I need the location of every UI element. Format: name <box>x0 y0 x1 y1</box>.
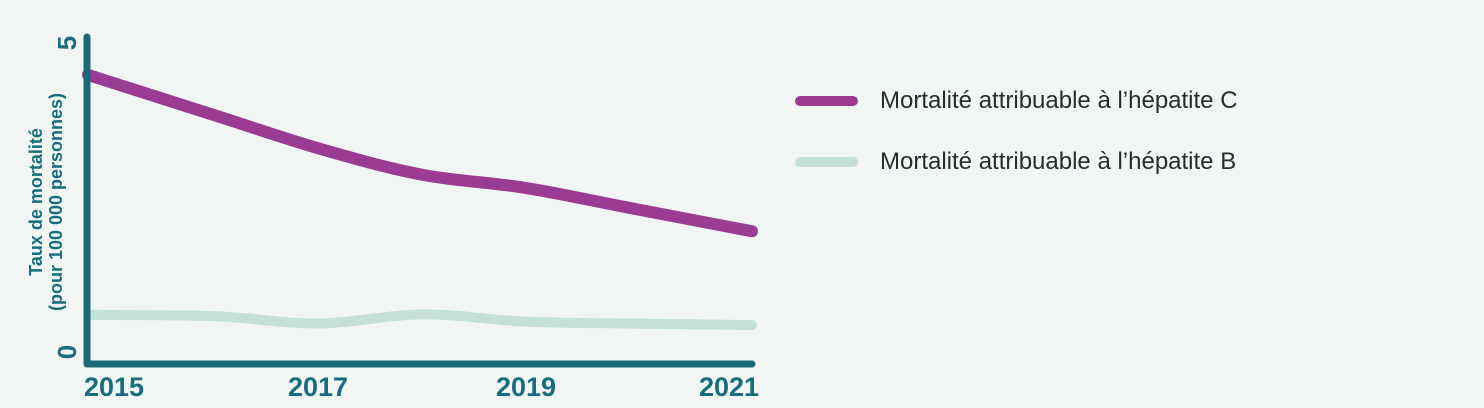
legend-label-hepatitis-b: Mortalité attribuable à l’hépatite B <box>880 148 1237 175</box>
data-lines <box>82 68 758 331</box>
y-axis-label-line1: Taux de mortalité <box>26 128 46 276</box>
hepatitis-b-line-swatch <box>795 157 858 167</box>
hepatitis-b-line <box>83 309 757 331</box>
axis-lines <box>83 33 756 368</box>
x-tick-2017: 2017 <box>288 372 348 402</box>
hepatitis-c-line <box>82 68 758 238</box>
x-tick-2021: 2021 <box>699 372 759 402</box>
legend: Mortalité attribuable à l’hépatite C Mor… <box>795 87 1238 209</box>
legend-item-hepatitis-b: Mortalité attribuable à l’hépatite B <box>795 148 1238 176</box>
x-tick-2019: 2019 <box>496 372 556 402</box>
legend-item-hepatitis-c: Mortalité attribuable à l’hépatite C <box>795 87 1238 115</box>
x-tick-2015: 2015 <box>84 372 144 402</box>
legend-label-hepatitis-c: Mortalité attribuable à l’hépatite C <box>880 87 1238 114</box>
hepatitis-c-line-swatch <box>795 96 858 106</box>
y-axis-label-line2: (pour 100 000 personnes) <box>46 93 66 311</box>
y-tick-5: 5 <box>52 36 82 50</box>
y-tick-0: 0 <box>52 345 82 359</box>
